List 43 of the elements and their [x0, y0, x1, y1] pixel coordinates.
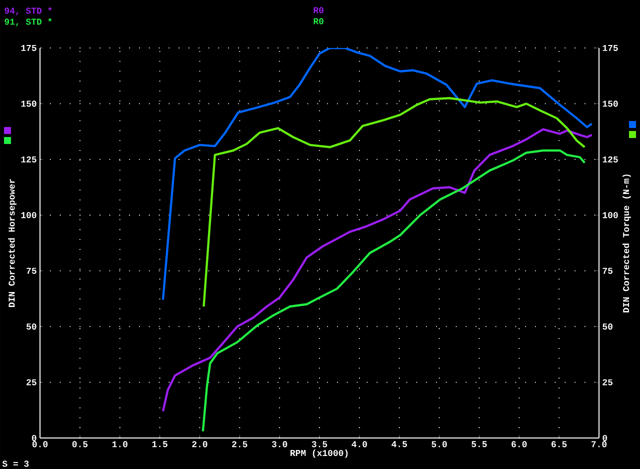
y-tick-label: 25 — [26, 379, 36, 386]
y2-tick-label: 100 — [602, 212, 618, 218]
y-tick-label: 175 — [21, 44, 36, 51]
y-tick-label: 100 — [21, 212, 36, 218]
y-tick-label: 0 — [32, 434, 36, 442]
y2-tick-label: 75 — [602, 268, 612, 274]
y-tick-label: 50 — [26, 324, 36, 330]
x-tick-label: 6.0 — [512, 441, 527, 448]
y2-tick-label: 175 — [602, 44, 618, 51]
y-tick-label: 125 — [21, 156, 36, 162]
x-axis-title: RPM (x1000) — [290, 449, 348, 458]
x-tick-label: 5.0 — [432, 441, 447, 448]
x-tick-label: 2.0 — [192, 441, 208, 448]
x-tick-label: 0.0 — [32, 441, 48, 448]
y2-axis-title: DIN Corrected Torque (N-m) — [622, 174, 631, 312]
text: 94, STD * — [4, 7, 52, 16]
y2-tick-label: 25 — [602, 379, 612, 386]
x-tick-label: 1.0 — [112, 441, 128, 448]
text: 91, STD * — [4, 18, 52, 26]
x-tick-label: 3.5 — [312, 441, 328, 448]
text: R0 — [314, 18, 324, 24]
y-tick-label: 150 — [21, 100, 36, 107]
x-tick-label: 7.0 — [592, 441, 607, 448]
line-series — [162, 48, 593, 301]
x-tick-label: 1.5 — [152, 441, 168, 448]
y2-tick-label: 0 — [602, 434, 608, 442]
x-tick-label: 6.5 — [552, 441, 567, 448]
text: R0 — [314, 7, 324, 14]
text: S = 3 — [2, 460, 29, 467]
x-tick-label: 4.0 — [352, 441, 367, 448]
y2-tick-label: 125 — [602, 156, 618, 162]
line-series — [162, 128, 593, 412]
x-tick-label: 4.5 — [392, 441, 407, 448]
y2-tick-label: 150 — [602, 100, 618, 107]
line-series — [202, 149, 586, 432]
y-axis-title: DIN Corrected Horsepower — [8, 179, 16, 307]
x-tick-label: 2.5 — [232, 441, 248, 448]
y-tick-label: 75 — [26, 268, 36, 274]
line-series — [202, 97, 586, 308]
y2-tick-label: 50 — [602, 324, 612, 330]
x-tick-label: 3.0 — [272, 441, 288, 448]
x-tick-label: 5.5 — [472, 441, 487, 448]
x-tick-label: 0.5 — [72, 441, 88, 448]
